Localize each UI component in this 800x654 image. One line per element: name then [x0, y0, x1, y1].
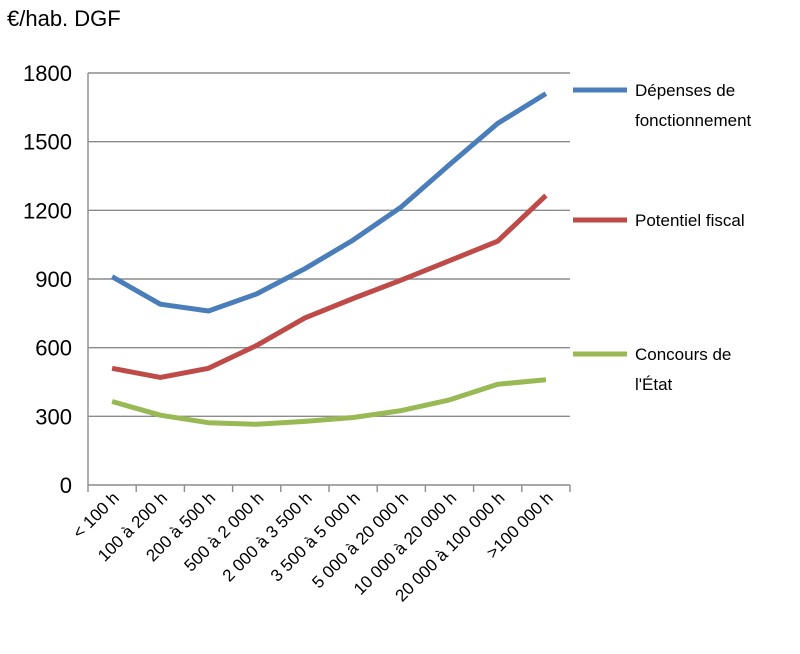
y-axis-ticks: 0 300 600 900 1200 1500 1800	[23, 61, 72, 498]
y-tick-label: 300	[35, 404, 72, 429]
y-tick-label: 1500	[23, 130, 72, 155]
legend-label: fonctionnement	[635, 111, 752, 130]
legend-label: Potentiel fiscal	[635, 211, 745, 230]
legend-label: Dépenses de	[635, 81, 735, 100]
gridlines	[88, 72, 570, 418]
axes	[87, 73, 571, 492]
y-tick-label: 0	[60, 473, 72, 498]
series-line-2	[111, 377, 547, 427]
series-line-0	[110, 91, 548, 314]
y-tick-label: 900	[35, 267, 72, 292]
legend: Dépenses de fonctionnement Potentiel fisca…	[573, 81, 752, 394]
y-axis-unit-label: €/hab. DGF	[7, 6, 121, 31]
y-tick-label: 1800	[23, 61, 72, 86]
y-tick-label: 1200	[23, 198, 72, 223]
series-line-1	[111, 193, 548, 380]
series-lines	[110, 91, 548, 427]
legend-label: l'État	[635, 375, 673, 394]
y-tick-label: 600	[35, 336, 72, 361]
legend-label: Concours de	[635, 345, 731, 364]
